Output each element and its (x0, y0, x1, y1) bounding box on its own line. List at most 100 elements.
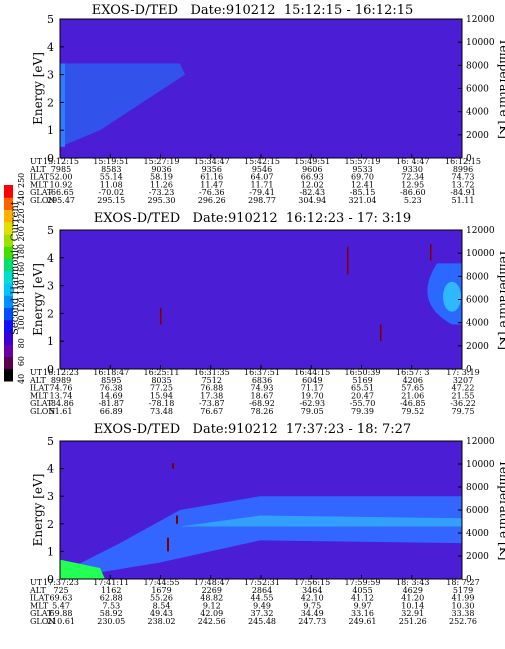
info-cell: 9.49 (253, 601, 271, 610)
info-cell: 321.04 (349, 196, 377, 205)
info-cell: 242.56 (198, 617, 226, 626)
colorbar-swatch (4, 332, 13, 345)
y2-axis-label: Temperature [K] (497, 249, 505, 350)
y2-axis-label: Temperature [K] (497, 38, 505, 139)
info-cell: 69.63 (50, 594, 73, 603)
info-cell: -36.22 (450, 399, 476, 408)
info-cell: 4055 (352, 586, 372, 595)
y2-tick-label: 10000 (466, 249, 495, 259)
info-cell: 16:37:51 (244, 368, 280, 377)
colorbar-swatch (4, 209, 13, 223)
colorbar-swatch (4, 234, 13, 247)
colorbar-swatch (4, 307, 13, 321)
info-cell: 295.30 (148, 196, 176, 205)
info-row-label: ALT (29, 165, 46, 174)
y2-tick-label: 12000 (466, 15, 495, 25)
info-cell: 42.09 (200, 609, 223, 618)
info-cell: 17: 3:19 (446, 368, 479, 377)
info-cell: 58.92 (100, 609, 123, 618)
colorbar-tick-label: 250 (17, 173, 26, 188)
colorbar-tick-label: 220 (17, 208, 26, 223)
info-cell: 725 (53, 586, 68, 595)
info-cell: 52.00 (50, 173, 73, 182)
info-cell: 55.14 (100, 173, 123, 182)
info-row-label: GLON (30, 407, 55, 416)
info-cell: 74.93 (251, 384, 274, 393)
y2-tick-label: 10000 (466, 38, 495, 48)
panel-title: EXOS-D/TED Date:910212 16:12:23 - 17: 3:… (93, 211, 412, 226)
info-cell: 295.15 (97, 196, 125, 205)
info-cell: 51.61 (50, 407, 73, 416)
colorbar-tick-label: 240 (17, 191, 26, 206)
info-cell: -79.41 (249, 188, 275, 197)
info-cell: 17.38 (200, 391, 223, 400)
colorbar-swatch (4, 283, 13, 296)
info-cell: 57.65 (401, 384, 424, 393)
y2-tick-label: 6000 (466, 506, 489, 516)
colorbar-swatch (4, 295, 13, 308)
y-tick-label: 2 (47, 307, 54, 320)
intensity-core (443, 281, 461, 312)
info-cell: 13.72 (452, 180, 475, 189)
info-cell: 49.43 (150, 609, 173, 618)
info-cell: 33.38 (452, 609, 475, 618)
info-cell: 252.76 (449, 617, 477, 626)
info-cell: 12.02 (301, 180, 324, 189)
info-cell: -66.65 (48, 188, 74, 197)
info-cell: -76.36 (199, 188, 225, 197)
info-cell: 16:50:39 (345, 368, 381, 377)
info-cell: -85.15 (350, 188, 376, 197)
plot-area (60, 230, 462, 369)
info-cell: 10.92 (50, 180, 73, 189)
y-tick-label: 4 (47, 463, 54, 476)
y-tick-label: 1 (47, 545, 54, 558)
y-tick-label: 1 (47, 124, 54, 137)
info-row-label: GLAT (30, 609, 53, 618)
info-cell: 16:57: 3 (396, 368, 429, 377)
info-cell: -46.85 (400, 399, 426, 408)
info-cell: 11.47 (200, 180, 223, 189)
colorbar-swatch (4, 356, 13, 370)
info-cell: 9.75 (303, 601, 321, 610)
info-cell: 4629 (403, 586, 423, 595)
info-cell: 64.07 (251, 173, 274, 182)
info-cell: 15.94 (150, 391, 173, 400)
y-tick-label: 5 (47, 13, 54, 26)
info-cell: -70.02 (98, 188, 124, 197)
colorbar-swatch (4, 221, 13, 235)
colorbar-swatch (4, 246, 13, 259)
info-cell: 32.91 (401, 609, 424, 618)
y2-tick-label: 12000 (466, 437, 495, 447)
noise-streak (176, 515, 178, 524)
info-cell: 47.22 (452, 384, 475, 393)
colorbar-ticks: 40 60 80 100 120 140 160 180 200 220 240 250 (17, 173, 26, 384)
info-cell: 78.26 (251, 407, 274, 416)
info-cell: 21.55 (452, 391, 475, 400)
info-cell: 8989 (51, 376, 71, 385)
colorbar-swatch (4, 319, 13, 333)
info-cell: 74.73 (452, 173, 475, 182)
info-row-label: MLT (30, 601, 49, 610)
info-cell: -73.23 (149, 188, 175, 197)
intensity-band-light (180, 515, 462, 527)
info-row-label: GLAT (30, 188, 53, 197)
y2-tick-label: 8000 (466, 272, 489, 282)
y-tick-label: 5 (47, 224, 54, 237)
y2-axis-label: Temperature [K] (497, 460, 505, 561)
panel-title: EXOS-D/TED Date:910212 15:12:15 - 16:12:… (91, 3, 414, 18)
colorbar-tick-label: 80 (17, 338, 26, 348)
y-tick-label: 3 (47, 69, 54, 82)
info-cell: 7512 (202, 376, 222, 385)
colorbar-swatch (4, 258, 13, 272)
info-cell: 2864 (252, 586, 272, 595)
panel-2-plot: 0 1 2 3 4 5 0 2000 4000 6000 8000 10000 12000 Energy … (29, 224, 505, 416)
info-cell: 79.52 (401, 407, 424, 416)
noise-streak (160, 307, 162, 325)
info-cell: 9.12 (203, 601, 221, 610)
info-cell: 61.16 (200, 173, 223, 182)
info-cell: 55.26 (150, 594, 173, 603)
info-cell: 77.25 (150, 384, 173, 393)
info-cell: 20.47 (351, 391, 374, 400)
info-cell: 6049 (302, 376, 322, 385)
info-cell: 5.47 (52, 601, 70, 610)
